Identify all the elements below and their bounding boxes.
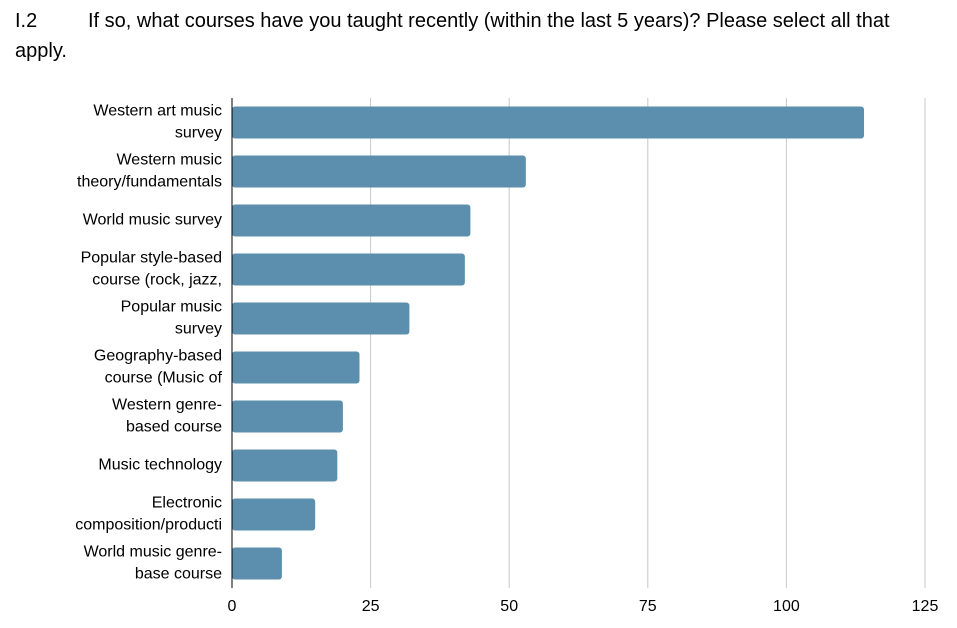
y-tick-label: World music survey <box>83 212 222 229</box>
y-tick-label: survey <box>175 321 222 338</box>
x-tick-label: 0 <box>228 598 237 615</box>
x-tick-label: 100 <box>773 598 800 615</box>
y-tick-label: course (Music of <box>105 370 223 387</box>
x-tick-label: 50 <box>500 598 518 615</box>
x-tick-label: 75 <box>639 598 657 615</box>
y-tick-label: based course <box>126 419 222 436</box>
bar <box>232 498 316 531</box>
chart-title: If so, what courses have you taught rece… <box>15 10 890 62</box>
y-tick-label: Western genre- <box>112 397 222 414</box>
bar <box>232 155 526 188</box>
y-tick-label: theory/fundamentals <box>77 174 222 191</box>
y-tick-label: Music technology <box>98 457 222 474</box>
y-tick-label: course (rock, jazz, <box>92 272 222 289</box>
y-tick-label: Western music <box>116 152 222 169</box>
bar <box>232 449 338 482</box>
question-number: I.2 <box>15 10 38 32</box>
bar <box>232 106 865 139</box>
y-tick-label: Electronic <box>152 495 222 512</box>
x-tick-label: 125 <box>912 598 939 615</box>
y-tick-label: composition/producti <box>75 517 222 534</box>
chart-title-block: I.2 If so, what courses have you taught r… <box>15 6 930 66</box>
y-tick-label: Popular music <box>121 299 222 316</box>
bar <box>232 547 282 580</box>
y-tick-label: Popular style-based <box>81 250 222 267</box>
y-tick-label: Western art music <box>93 103 222 120</box>
bar <box>232 302 410 335</box>
x-tick-label: 25 <box>362 598 380 615</box>
bar <box>232 351 360 384</box>
y-tick-label: survey <box>175 125 222 142</box>
y-tick-label: Geography-based <box>94 348 222 365</box>
bar <box>232 204 471 237</box>
bar <box>232 253 465 286</box>
y-tick-label: World music genre- <box>84 544 222 561</box>
bar <box>232 400 343 433</box>
y-tick-label: base course <box>135 566 222 583</box>
